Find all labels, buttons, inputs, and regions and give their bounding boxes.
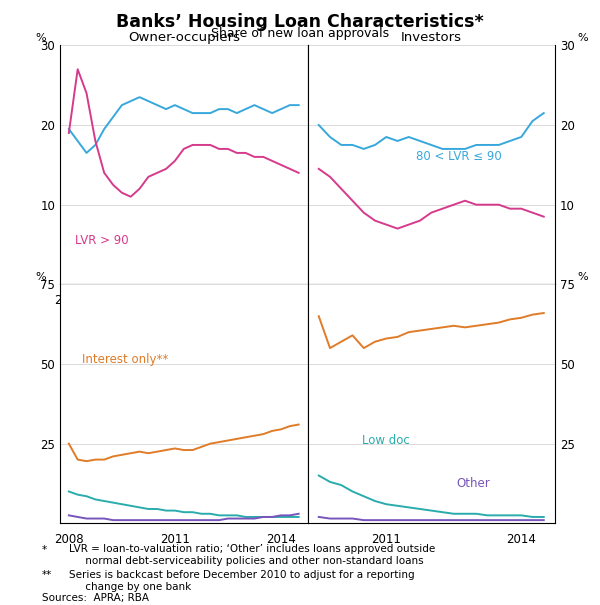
Text: Interest only**: Interest only** (82, 353, 169, 366)
Text: %: % (35, 272, 46, 282)
Text: 80 < LVR ≤ 90: 80 < LVR ≤ 90 (416, 150, 502, 163)
Text: %: % (577, 33, 588, 43)
Text: Other: Other (456, 477, 490, 491)
Text: LVR > 90: LVR > 90 (75, 234, 128, 247)
Text: Series is backcast before December 2010 to adjust for a reporting
     change by: Series is backcast before December 2010 … (69, 570, 415, 592)
Text: LVR = loan-to-valuation ratio; ‘Other’ includes loans approved outside
     norm: LVR = loan-to-valuation ratio; ‘Other’ i… (69, 544, 435, 566)
Title: Owner-occupiers: Owner-occupiers (128, 31, 240, 44)
Title: Investors: Investors (401, 31, 462, 44)
Text: Banks’ Housing Loan Characteristics*: Banks’ Housing Loan Characteristics* (116, 13, 484, 31)
Text: **: ** (42, 570, 52, 580)
Text: Low doc: Low doc (362, 434, 410, 448)
Text: %: % (35, 33, 46, 43)
Text: Share of new loan approvals: Share of new loan approvals (211, 27, 389, 40)
Text: %: % (577, 272, 588, 282)
Text: Sources:  APRA; RBA: Sources: APRA; RBA (42, 593, 149, 603)
Text: *: * (42, 544, 47, 555)
